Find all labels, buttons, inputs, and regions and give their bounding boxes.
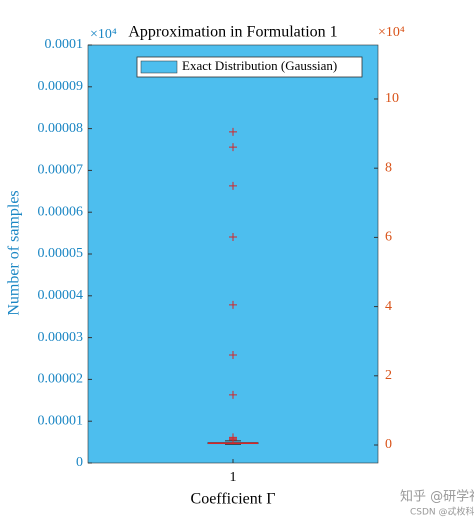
- right-multiplier: ×10⁴: [378, 25, 405, 40]
- y-tick-label: 0.0001: [45, 37, 84, 52]
- outlier: [229, 181, 237, 190]
- y2-tick-label: 6: [385, 230, 392, 245]
- legend-swatch: [140, 60, 178, 74]
- outlier: [229, 390, 237, 399]
- y-tick-label: 0.00004: [38, 288, 84, 303]
- y-tick-label: 0.00001: [38, 413, 84, 428]
- y-tick-label: 0.00005: [38, 246, 84, 261]
- outlier: [229, 127, 237, 136]
- outlier: [229, 351, 237, 360]
- y2-tick-label: 8: [385, 160, 392, 175]
- y-axis-label: Number of samples: [6, 190, 23, 315]
- y-tick-label: 0.00003: [38, 330, 84, 345]
- y-tick-label: 0.00008: [38, 121, 84, 136]
- y2-tick-label: 0: [385, 437, 392, 452]
- y-tick-label: 0: [76, 455, 83, 470]
- x-tick-label: 1: [230, 470, 237, 485]
- distribution-fill: [88, 45, 378, 463]
- legend-box: [136, 56, 363, 78]
- y-tick-label: 0.00002: [38, 372, 84, 387]
- y-tick-label: 0.00009: [38, 79, 84, 94]
- legend-label: Exact Distribution (Gaussian): [182, 58, 337, 73]
- x-axis-label: Coefficient Γ: [191, 491, 276, 508]
- chart-title: Approximation in Formulation 1: [128, 24, 337, 41]
- outlier: [229, 233, 237, 242]
- left-multiplier: ×10⁴: [90, 27, 117, 42]
- outlier: [229, 300, 237, 309]
- outlier: [229, 143, 237, 152]
- y2-tick-label: 4: [385, 299, 392, 314]
- y-tick-label: 0.00007: [38, 163, 84, 178]
- y-tick-label: 0.00006: [38, 204, 84, 219]
- watermark: CSDN @忒枚科研社: [410, 506, 474, 518]
- outlier: [229, 433, 237, 442]
- plot-frame: [87, 44, 379, 464]
- y2-tick-label: 2: [385, 368, 392, 383]
- y2-tick-label: 10: [385, 91, 399, 106]
- watermark: 知乎 @研学社: [400, 489, 474, 505]
